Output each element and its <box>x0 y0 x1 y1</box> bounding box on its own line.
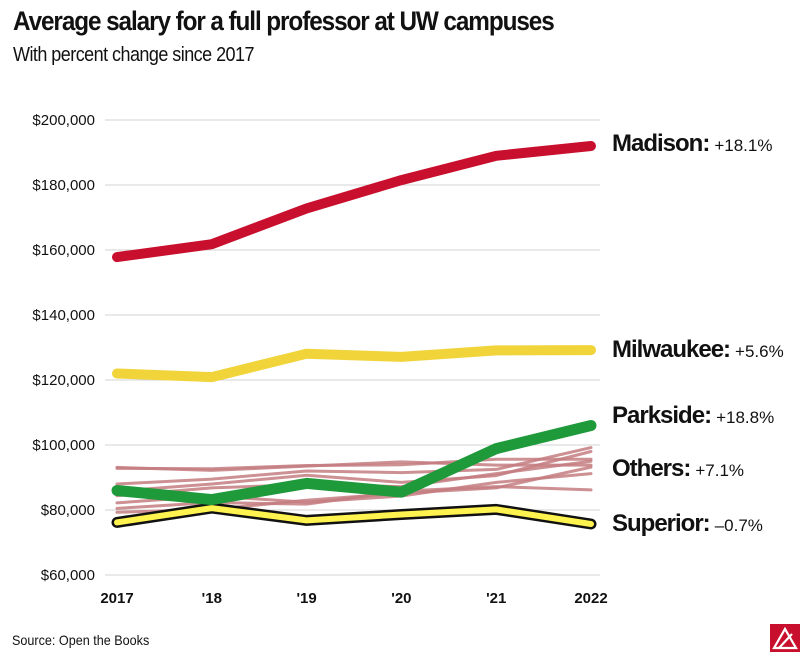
series-change: +18.1% <box>714 136 772 155</box>
series-label-madison: Madison: +18.1% <box>612 130 772 157</box>
x-tick-label: 2017 <box>100 590 133 607</box>
series-name: Milwaukee: <box>612 336 730 363</box>
series-name: Madison: <box>612 130 709 157</box>
chart-title: Average salary for a full professor at U… <box>13 6 555 36</box>
series-label-others: Others: +7.1% <box>612 455 744 482</box>
series-change: +18.8% <box>716 408 774 427</box>
y-tick-label: $160,000 <box>32 242 95 259</box>
y-tick-label: $120,000 <box>32 372 95 389</box>
y-tick-label: $180,000 <box>32 177 95 194</box>
series-name: Parkside: <box>612 402 711 429</box>
series-line-parkside <box>111 420 597 506</box>
series-label-milwaukee: Milwaukee: +5.6% <box>612 336 784 363</box>
chart-subtitle: With percent change since 2017 <box>13 44 255 66</box>
others-lines <box>115 446 593 514</box>
series-name: Others: <box>612 455 690 482</box>
series-change: –0.7% <box>715 516 763 535</box>
series-lines <box>111 141 597 530</box>
x-tick-label: '20 <box>391 590 411 607</box>
x-tick-label: 2022 <box>574 590 607 607</box>
series-name: Superior: <box>612 510 710 537</box>
series-labels: Madison: +18.1% Milwaukee: +5.6% Parkside: +1… <box>612 130 784 537</box>
x-tick-label: '18 <box>202 590 222 607</box>
x-tick-label: '19 <box>296 590 316 607</box>
y-tick-label: $60,000 <box>41 567 95 584</box>
source-note: Source: Open the Books <box>12 632 150 648</box>
series-change: +5.6% <box>735 342 784 361</box>
y-tick-label: $200,000 <box>32 112 95 129</box>
y-axis: $60,000 $80,000 $100,000 $120,000 $140,000 $1… <box>32 112 95 584</box>
series-label-superior: Superior: –0.7% <box>612 510 763 537</box>
y-tick-label: $80,000 <box>41 502 95 519</box>
series-line-madison <box>112 141 596 263</box>
y-tick-label: $140,000 <box>32 307 95 324</box>
others-campus-line <box>115 446 593 486</box>
series-line-superior <box>114 505 594 527</box>
series-line-milwaukee <box>112 345 596 383</box>
y-tick-label: $100,000 <box>32 437 95 454</box>
logo-icon <box>770 624 800 652</box>
series-label-parkside: Parkside: +18.8% <box>612 402 774 429</box>
x-tick-label: '21 <box>486 590 506 607</box>
series-change: +7.1% <box>695 461 744 480</box>
x-axis: 2017 '18 '19 '20 '21 2022 <box>100 590 607 607</box>
